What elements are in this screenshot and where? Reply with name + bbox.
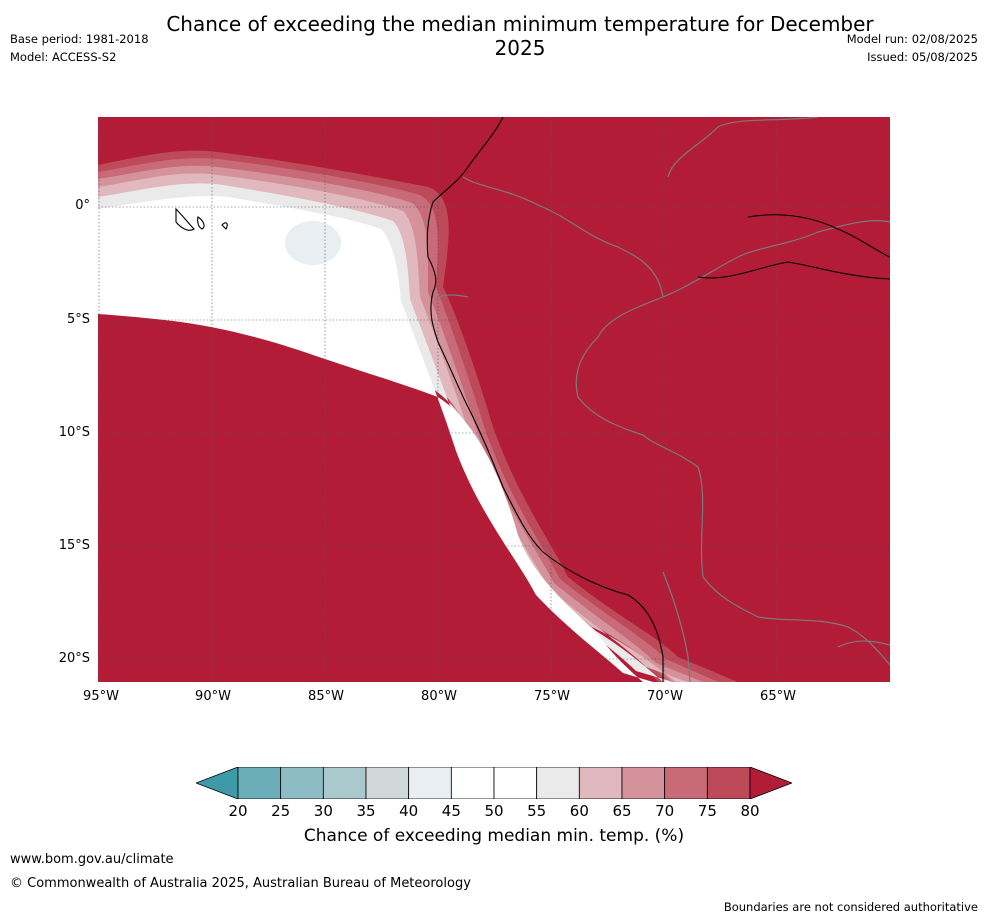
lon-label-80w: 80°W (421, 689, 457, 704)
issued-date: Issued: 05/08/2025 (867, 50, 978, 64)
colorbar-cell (280, 767, 324, 799)
colorbar-tick-label: 25 (271, 802, 291, 820)
colorbar (196, 767, 792, 799)
lat-label-10s: 10°S (58, 425, 90, 440)
colorbar-label: Chance of exceeding median min. temp. (%… (303, 826, 685, 846)
lon-label-75w: 75°W (534, 689, 570, 704)
lon-label-90w: 90°W (195, 689, 231, 704)
model-run: Model run: 02/08/2025 (846, 32, 978, 46)
colorbar-arrow-low (196, 767, 239, 799)
model-name: Model: ACCESS-S2 (10, 50, 117, 64)
colorbar-cell (536, 767, 580, 799)
meta-left: Base period: 1981-2018 Model: ACCESS-S2 (10, 32, 149, 68)
page-title: Chance of exceeding the median minimum t… (166, 12, 874, 60)
lon-label-65w: 65°W (760, 689, 796, 704)
colorbar-tick-label: 70 (655, 802, 675, 820)
lat-label-15s: 15°S (58, 538, 90, 553)
footer-note: Boundaries are not considered authoritat… (723, 900, 978, 914)
lon-label-95w: 95°W (83, 689, 119, 704)
colorbar-tick-label: 65 (612, 802, 632, 820)
colorbar-cell (493, 767, 538, 799)
colorbar-tick-label: 80 (740, 802, 760, 820)
colorbar-tick-label: 75 (697, 802, 717, 820)
footer-copyright: © Commonwealth of Australia 2025, Austra… (10, 876, 471, 891)
colorbar-tick-label: 35 (356, 802, 376, 820)
graticule (98, 117, 890, 682)
lat-label-0: 0° (75, 198, 90, 213)
base-period: Base period: 1981-2018 (10, 32, 149, 46)
meta-right: Model run: 02/08/2025 Issued: 05/08/2025 (847, 32, 978, 68)
colorbar-tick-label: 50 (484, 802, 504, 820)
colorbar-cell (450, 767, 495, 799)
forecast-map (98, 117, 890, 682)
contour-50 (98, 196, 653, 682)
country-borders (435, 117, 890, 682)
lat-label-5s: 5°S (66, 312, 90, 327)
colorbar-cell (408, 767, 452, 799)
map-panel (98, 117, 890, 682)
contour-45 (285, 221, 341, 265)
colorbar-cell (664, 767, 708, 799)
colorbar-tick-label: 30 (313, 802, 333, 820)
lat-label-20s: 20°S (58, 651, 90, 666)
colorbar-cell (706, 767, 751, 799)
colorbar-tick-label: 55 (527, 802, 547, 820)
colorbar-cell (237, 767, 282, 799)
colorbar-cell (621, 767, 666, 799)
footer-url: www.bom.gov.au/climate (10, 852, 174, 867)
lon-label-85w: 85°W (308, 689, 344, 704)
colorbar-cell (578, 767, 623, 799)
colorbar-arrow-high (749, 767, 792, 799)
colorbar-tick-label: 60 (569, 802, 589, 820)
colorbar-cell (365, 767, 410, 799)
probability-contours (98, 150, 738, 682)
coastline (175, 117, 890, 682)
colorbar-cell (322, 767, 367, 799)
lon-label-70w: 70°W (647, 689, 683, 704)
colorbar-tick-label: 40 (399, 802, 419, 820)
colorbar-tick-label: 45 (441, 802, 461, 820)
colorbar-tick-label: 20 (228, 802, 248, 820)
